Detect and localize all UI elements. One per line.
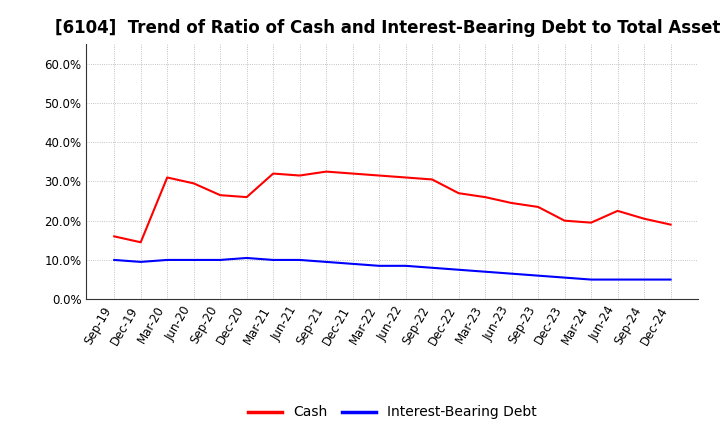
Interest-Bearing Debt <box>640 277 649 282</box>
Interest-Bearing Debt <box>269 257 277 263</box>
Interest-Bearing Debt <box>136 259 145 264</box>
Line: Interest-Bearing Debt: Interest-Bearing Debt <box>114 258 670 279</box>
Line: Cash: Cash <box>114 172 670 242</box>
Interest-Bearing Debt <box>322 259 330 264</box>
Cash <box>428 177 436 182</box>
Cash <box>508 200 516 205</box>
Interest-Bearing Debt <box>348 261 357 267</box>
Cash <box>454 191 463 196</box>
Interest-Bearing Debt <box>587 277 595 282</box>
Interest-Bearing Debt <box>666 277 675 282</box>
Interest-Bearing Debt <box>481 269 490 275</box>
Interest-Bearing Debt <box>560 275 569 280</box>
Interest-Bearing Debt <box>375 263 384 268</box>
Interest-Bearing Debt <box>613 277 622 282</box>
Cash <box>613 208 622 213</box>
Cash <box>666 222 675 227</box>
Cash <box>534 204 542 209</box>
Cash <box>560 218 569 224</box>
Legend: Cash, Interest-Bearing Debt: Cash, Interest-Bearing Debt <box>242 400 543 425</box>
Interest-Bearing Debt <box>243 255 251 260</box>
Interest-Bearing Debt <box>110 257 119 263</box>
Cash <box>295 173 304 178</box>
Interest-Bearing Debt <box>401 263 410 268</box>
Cash <box>110 234 119 239</box>
Cash <box>401 175 410 180</box>
Cash <box>640 216 649 221</box>
Interest-Bearing Debt <box>295 257 304 263</box>
Interest-Bearing Debt <box>163 257 171 263</box>
Cash <box>322 169 330 174</box>
Cash <box>481 194 490 200</box>
Interest-Bearing Debt <box>534 273 542 278</box>
Cash <box>163 175 171 180</box>
Title: [6104]  Trend of Ratio of Cash and Interest-Bearing Debt to Total Assets: [6104] Trend of Ratio of Cash and Intere… <box>55 19 720 37</box>
Interest-Bearing Debt <box>189 257 198 263</box>
Cash <box>587 220 595 225</box>
Cash <box>269 171 277 176</box>
Interest-Bearing Debt <box>454 267 463 272</box>
Cash <box>136 240 145 245</box>
Cash <box>348 171 357 176</box>
Interest-Bearing Debt <box>508 271 516 276</box>
Cash <box>375 173 384 178</box>
Cash <box>189 181 198 186</box>
Cash <box>243 194 251 200</box>
Interest-Bearing Debt <box>428 265 436 271</box>
Interest-Bearing Debt <box>216 257 225 263</box>
Cash <box>216 193 225 198</box>
